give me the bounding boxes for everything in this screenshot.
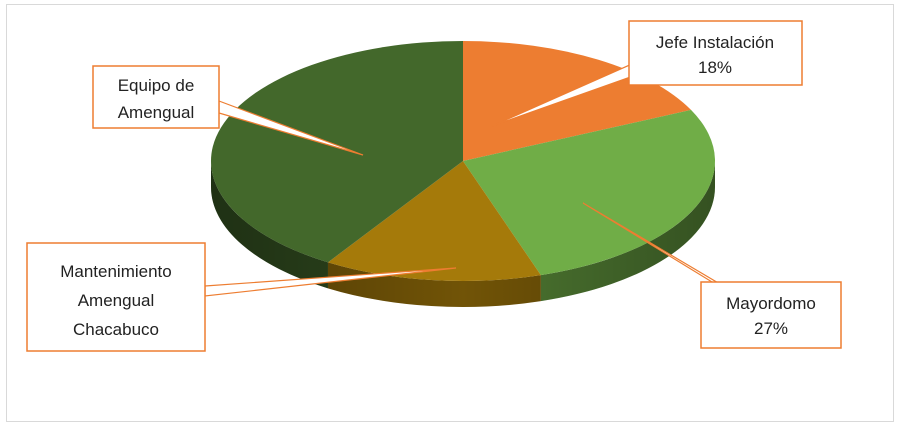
callout-box [628, 20, 803, 86]
pie-slice-equipo-de-amengual [211, 41, 463, 263]
callout-jefe-instalacion: Jefe Instalación 18% [628, 20, 803, 86]
pie-slice-mantenimiento-amengual-chacabuco [327, 161, 541, 281]
callout-equipo-amengual: Equipo de Amengual [92, 65, 220, 129]
callout-value: 18% [698, 58, 732, 77]
callout-label-line2: Amengual [78, 291, 155, 310]
callout-box [26, 242, 206, 352]
callout-box [700, 281, 842, 349]
callout-label-line3: Chacabuco [73, 320, 159, 339]
pie-slice-mayordomo [463, 109, 716, 276]
callout-mantenimiento: Mantenimiento Amengual Chacabuco [26, 242, 206, 352]
callout-label: Jefe Instalación [656, 33, 774, 52]
pie-side-layer [211, 161, 715, 307]
callout-label-line1: Mantenimiento [60, 262, 172, 281]
callout-box [92, 65, 220, 129]
callout-label-line1: Equipo de [118, 76, 195, 95]
callout-value: 27% [754, 319, 788, 338]
callout-mayordomo: Mayordomo 27% [700, 281, 842, 349]
callout-label: Mayordomo [726, 294, 816, 313]
callout-leaders [204, 55, 721, 297]
callout-label-line2: Amengual [118, 103, 195, 122]
pie-slice-jefe-instalacion [463, 41, 692, 161]
pie-side-shading [211, 161, 715, 307]
pie-top-layer [211, 41, 716, 281]
